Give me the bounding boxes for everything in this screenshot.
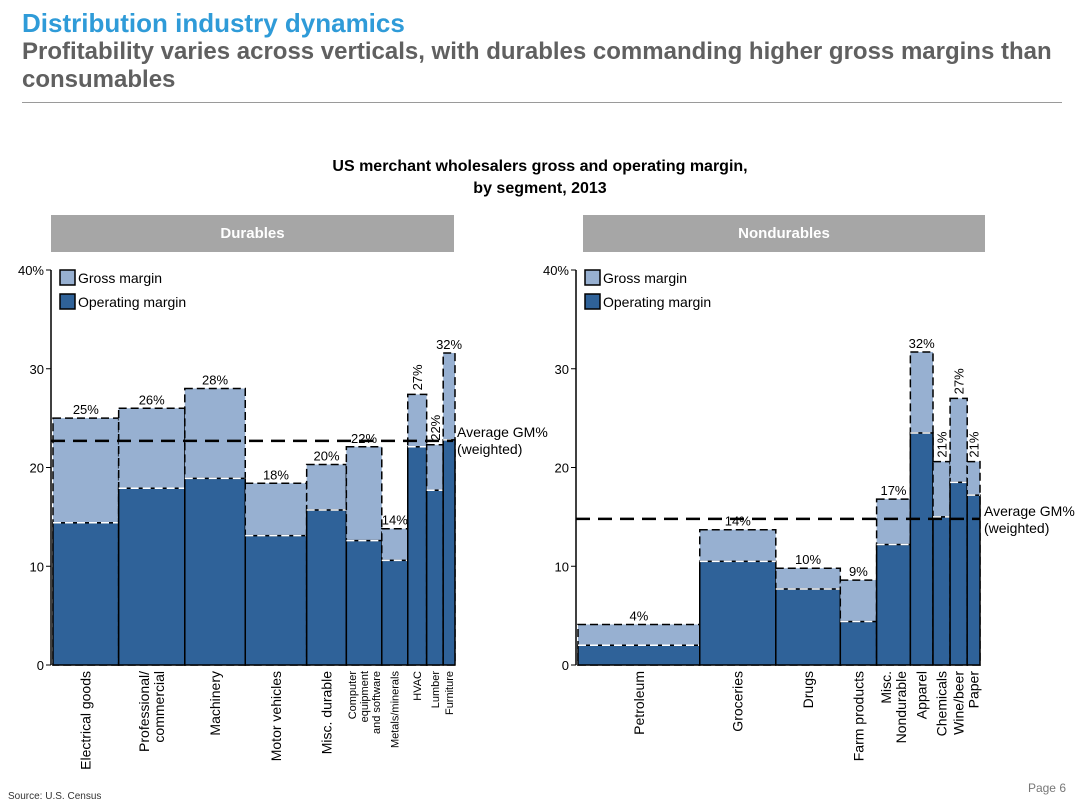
durables-machinery-operating-bar [184,477,247,666]
nondurables-legend-swatch-gross [584,269,601,286]
nondurables-misc-nondurable-category-label: Misc.Nondurable [878,671,909,744]
nondurables-misc-nondurable-gm-label: 17% [880,483,906,498]
nondurables-wine-beer-operating-bar [949,481,968,666]
chart-title-line-2: by segment, 2013 [473,180,607,197]
nondurables-drugs-gm-label: 10% [795,552,821,567]
durables-misc-durable-operating-bar [305,509,348,666]
nondurables-petroleum-category-label: Petroleum [631,671,647,735]
durables-motor-vehicles-category-label: Motor vehicles [268,671,284,761]
nondurables-paper-operating-bar [966,494,981,666]
durables-motor-vehicles-gm-label: 18% [263,467,289,482]
durables-hvac-category-label: HVAC [412,671,424,701]
title-divider [22,102,1062,103]
durables-furniture-operating-bar [442,439,456,666]
nondurables-chemicals-operating-bar [932,516,951,666]
nondurables-misc-nondurable-operating-bar [875,543,912,666]
panel-header-durables: Durables [51,215,454,252]
nondurables-y-tick-label: 10 [555,559,569,574]
nondurables-drugs-category-label: Drugs [800,671,816,708]
durables-metals-minerals-operating-bar [381,559,409,666]
durables-lumber-gm-label: 22% [428,414,443,440]
durables-lumber-category-label: Lumber [430,671,442,709]
chart-title: US merchant wholesalers gross and operat… [0,156,1080,200]
nondurables-y-tick-label: 20 [555,461,569,476]
durables-professional-commercial-operating-bar [117,487,186,666]
durables-y-tick-label: 0 [37,658,44,673]
durables-professional-commercial-gm-label: 26% [139,392,165,407]
durables-hvac-gm-label: 27% [410,364,425,390]
durables-y-tick-label: 10 [30,559,44,574]
nondurables-wine-beer-category-label: Wine/beer [951,671,967,735]
nondurables-y-tick-label: 0 [562,658,569,673]
nondurables-y-tick-label: 40% [543,263,569,278]
durables-legend-label-gross: Gross margin [78,270,162,286]
nondurables-y-tick-label: 30 [555,362,569,377]
nondurables-apparel-category-label: Apparel [914,671,930,719]
durables-metals-minerals-gm-label: 14% [382,513,408,528]
durables-electrical-goods-gm-label: 25% [73,402,99,417]
nondurables-petroleum-operating-bar [577,644,701,666]
nondurables-farm-products-gm-label: 9% [849,564,868,579]
durables-electrical-goods-operating-bar [52,522,120,666]
nondurables-farm-products-operating-bar [839,620,878,666]
nondurables-legend-label-gross: Gross margin [603,270,687,286]
durables-average-label: Average GM% (weighted) [457,424,548,457]
durables-hvac-operating-bar [407,446,428,666]
durables-electrical-goods-category-label: Electrical goods [78,671,94,770]
nondurables-apparel-gm-label: 32% [909,336,935,351]
nondurables-drugs-operating-bar [775,588,842,666]
durables-computer-equipment-and-software-gm-label: 22% [351,431,377,446]
durables-computer-equipment-and-software-category-label: Computerequipmentand software [347,671,383,734]
durables-legend-label-operating: Operating margin [78,294,186,310]
durables-metals-minerals-category-label: Metals/minerals [390,671,402,749]
panel-header-nondurables: Nondurables [583,215,985,252]
chart-title-line-1: US merchant wholesalers gross and operat… [332,158,748,175]
page-title: Distribution industry dynamics [22,8,405,38]
nondurables-groceries-gm-label: 14% [725,514,751,529]
source-note: Source: U.S. Census [8,791,102,802]
nondurables-paper-gm-label: 21% [967,431,982,457]
durables-machinery-gm-label: 28% [202,373,228,388]
nondurables-groceries-operating-bar [699,560,777,666]
durables-furniture-category-label: Furniture [444,671,456,715]
durables-machinery-category-label: Machinery [207,671,223,736]
nondurables-chemicals-category-label: Chemicals [933,671,949,736]
page-subtitle: Profitability varies across verticals, w… [22,38,1052,93]
nondurables-paper-category-label: Paper [965,671,981,709]
durables-legend-swatch-operating [59,293,76,310]
nondurables-apparel-operating-bar [909,432,934,666]
durables-y-tick-label: 30 [30,362,44,377]
nondurables-legend-label-operating: Operating margin [603,294,711,310]
durables-y-tick-label: 40% [18,263,44,278]
durables-y-tick-label: 20 [30,461,44,476]
nondurables-legend-swatch-operating [584,293,601,310]
page-number: Page 6 [1027,781,1066,795]
durables-lumber-operating-bar [425,489,444,666]
nondurables-farm-products-category-label: Farm products [850,671,866,761]
nondurables-average-label: Average GM% (weighted) [984,503,1075,536]
durables-computer-equipment-and-software-operating-bar [345,539,383,666]
durables-professional-commercial-category-label: Professional/commercial [136,671,167,752]
nondurables-groceries-category-label: Groceries [730,671,746,732]
durables-legend-swatch-gross [59,269,76,286]
nondurables-chemicals-gm-label: 21% [935,431,950,457]
durables-misc-durable-category-label: Misc. durable [318,671,334,754]
nondurables-petroleum-gm-label: 4% [629,609,648,624]
durables-motor-vehicles-operating-bar [244,534,308,666]
nondurables-wine-beer-gm-label: 27% [952,368,967,394]
durables-furniture-gm-label: 32% [436,337,462,352]
durables-misc-durable-gm-label: 20% [313,449,339,464]
